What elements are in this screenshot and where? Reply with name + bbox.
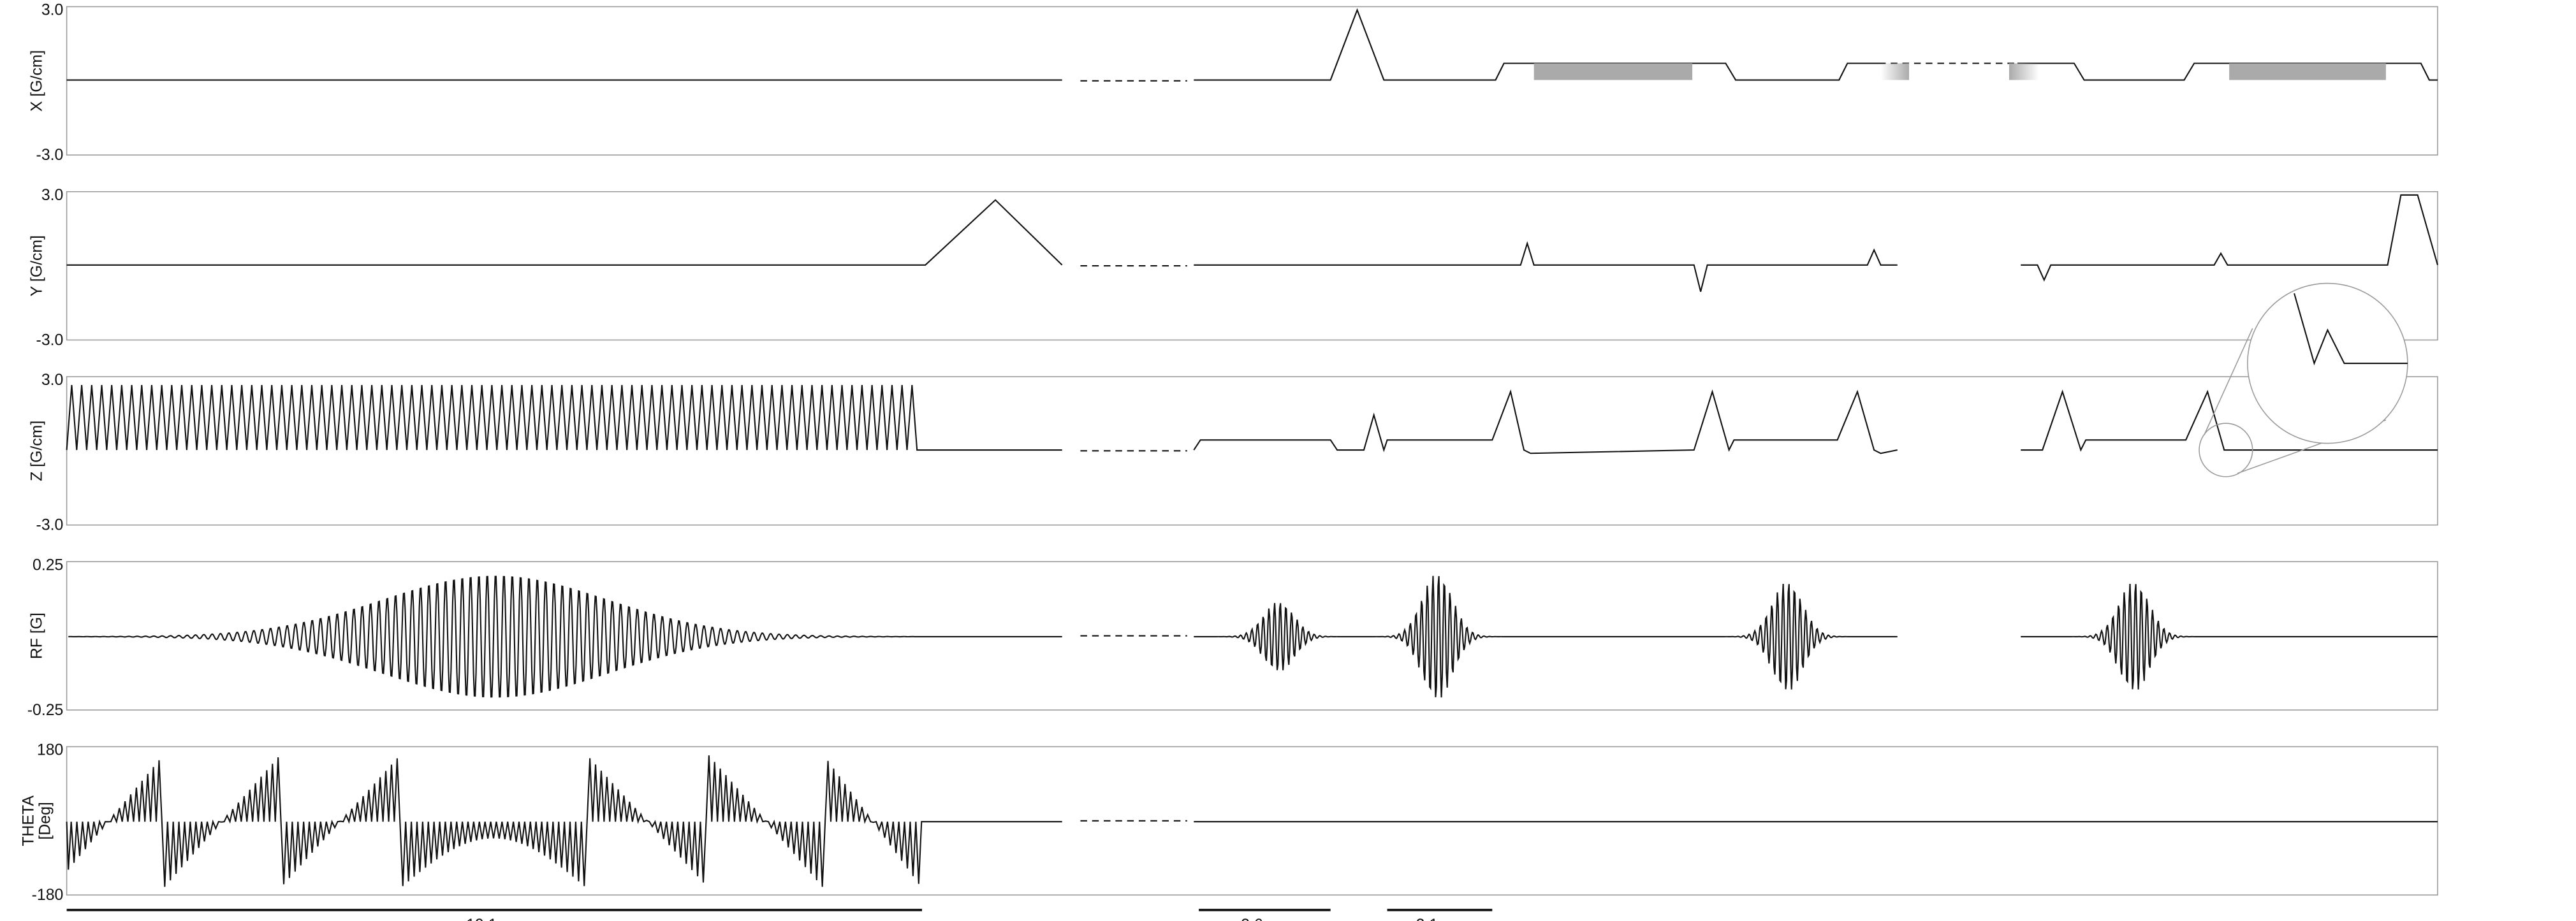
readout-block	[1880, 63, 1910, 80]
scale-bar-label: 2.6 ms	[1241, 917, 1289, 921]
max-label: 3.0	[41, 372, 64, 389]
readout-block	[1533, 63, 1693, 80]
axis-label: Z [G/cm]	[28, 421, 45, 481]
waveform	[2021, 389, 2438, 452]
min-label: -3.0	[36, 517, 64, 534]
panel-frame	[66, 376, 2438, 526]
waveform	[1194, 8, 1886, 81]
waveform	[66, 199, 1063, 266]
panel-frame	[66, 746, 2438, 896]
min-label: -0.25	[27, 702, 64, 719]
waveform	[66, 755, 1062, 887]
axis-label: Y [G/cm]	[28, 235, 45, 296]
panel-frame	[66, 561, 2438, 711]
waveform	[2021, 584, 2438, 690]
axis-label: X [G/cm]	[28, 50, 45, 112]
max-label: 180	[37, 742, 63, 759]
axis-label: [Deg]	[36, 802, 54, 839]
waveform	[2021, 194, 2438, 282]
zoom-source	[2199, 423, 2253, 477]
axis-label: RF [G]	[28, 613, 45, 659]
waveform	[2017, 62, 2438, 81]
scale-bar-label: 19.1 ms	[466, 917, 522, 921]
zoom-connector	[2204, 328, 2253, 435]
panel-frame	[66, 6, 2438, 156]
readout-block	[2009, 63, 2040, 80]
scale-bar-label: 2.1 ms	[1416, 917, 1464, 921]
min-label: -3.0	[36, 147, 64, 164]
waveform	[66, 384, 1062, 451]
max-label: 3.0	[41, 2, 64, 19]
max-label: 0.25	[33, 556, 63, 574]
readout-block	[2229, 63, 2386, 80]
axis-label: THETA	[20, 795, 37, 846]
waveform	[1193, 389, 1898, 454]
panel-frame	[66, 191, 2438, 341]
waveform	[68, 576, 1062, 698]
zoom-waveform	[2294, 293, 2408, 366]
min-label: -180	[32, 887, 64, 904]
waveform	[1194, 241, 1898, 292]
min-label: -3.0	[36, 331, 64, 349]
max-label: 3.0	[41, 187, 64, 204]
waveform	[1194, 576, 1898, 698]
